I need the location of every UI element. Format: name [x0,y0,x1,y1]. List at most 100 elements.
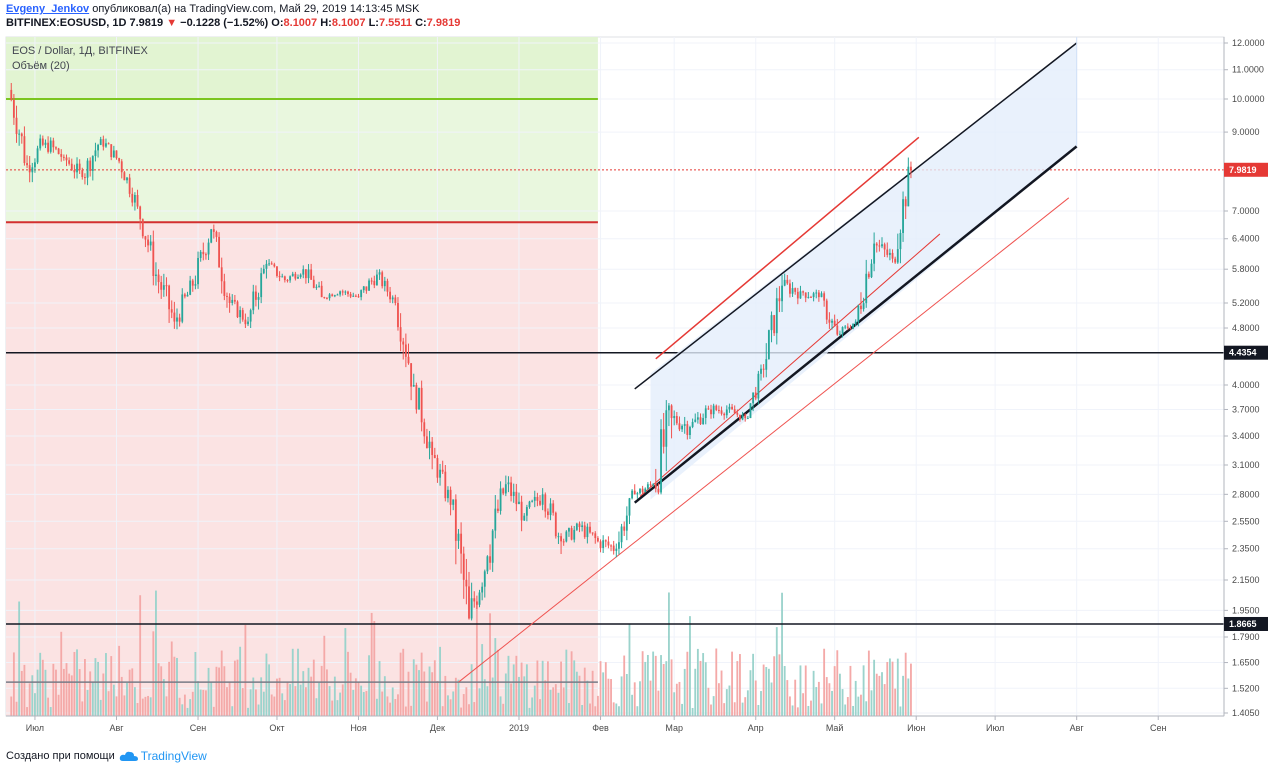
candle-body [141,219,144,237]
candle-body [712,405,715,415]
volume-bar [770,682,773,716]
candle-body [223,281,226,296]
volume-bar [394,699,397,716]
volume-bar [570,651,573,716]
low-label: L: [368,17,379,29]
candle-body [73,170,76,173]
volume-bar [486,686,489,716]
candle-body [197,257,199,285]
volume-bar [799,665,802,716]
volume-bar [457,679,460,716]
candle-body [562,541,565,543]
green-zone-upper [6,37,598,99]
candle-body [354,295,357,297]
volume-bar [612,702,615,716]
candle-body [260,273,263,298]
author-link[interactable]: Evgeny_Jenkov [6,3,90,15]
candle-body [115,150,118,159]
volume-bar [249,689,252,716]
candle-body [394,297,397,303]
volume-bar [568,703,570,716]
volume-bar [670,659,673,716]
volume-bar [207,667,210,716]
volume-bar [546,661,549,716]
candle-body [207,242,210,255]
candle-body [60,154,63,157]
volume-bar [131,668,134,716]
candle-body [465,579,468,587]
volume-bar [362,692,365,716]
candle-body [247,321,249,325]
candle-body [228,296,231,303]
candle-body [607,541,610,546]
volume-bar [357,681,360,716]
candle-body [183,294,186,297]
volume-bar [360,685,363,716]
volume-bar [189,699,192,716]
volume-bar [370,612,373,716]
volume-bar [725,689,728,716]
candle-body [339,291,342,295]
candle-body [660,429,662,493]
candle-body [62,156,65,158]
candle-body [202,251,205,255]
volume-bar [896,658,899,716]
volume-bar [247,707,249,716]
candle-body [270,263,273,265]
candle-body [828,319,831,323]
volume-bar [860,694,862,716]
candle-body [294,273,297,279]
change-arrow-icon: ▼ [166,17,178,29]
candle-body [773,315,776,334]
candle-body [31,167,34,173]
candle-body [307,269,310,279]
tradingview-logo-link[interactable]: TradingView [119,749,207,763]
volume-bar [312,659,315,716]
candle-body [602,540,605,548]
candle-body [807,296,810,298]
volume-bar [757,704,760,716]
candle-body [357,296,360,298]
candle-body [586,526,589,538]
candle-body [867,273,870,278]
candle-body [289,276,292,281]
volume-bar [702,653,705,716]
candle-body [904,199,907,207]
volume-bar [894,688,897,716]
y-tick-label: 7.0000 [1232,206,1260,216]
volume-bar [689,616,691,716]
candle-body [646,484,649,489]
candle-body [326,297,328,299]
candle-body [681,425,684,430]
volume-bar [575,671,578,716]
volume-bar [283,700,286,716]
volume-bar [65,663,68,716]
volume-bar [578,675,581,716]
volume-bar [468,704,470,716]
volume-bar [60,631,63,716]
candle-body [120,161,123,173]
close-label: C: [415,17,427,29]
last-price: 7.9819 [129,17,164,29]
candle-body [362,286,365,291]
candle-body [178,317,181,322]
candle-body [820,293,823,298]
volume-bar [44,669,47,716]
volume-bar [778,654,781,716]
volume-bar [99,699,102,716]
volume-bar [444,675,447,716]
volume-bar [415,664,418,716]
candle-body [691,421,694,427]
trend-channel-fill [650,43,1077,500]
candle-body [578,523,581,527]
volume-bar [23,664,26,716]
candle-body [497,508,499,511]
candle-body [710,409,712,415]
volume-bar [176,657,178,716]
volume-bar [354,678,357,716]
volume-bar [347,651,349,716]
candle-body [83,177,86,179]
candle-body [668,405,670,411]
volume-bar [123,695,126,716]
